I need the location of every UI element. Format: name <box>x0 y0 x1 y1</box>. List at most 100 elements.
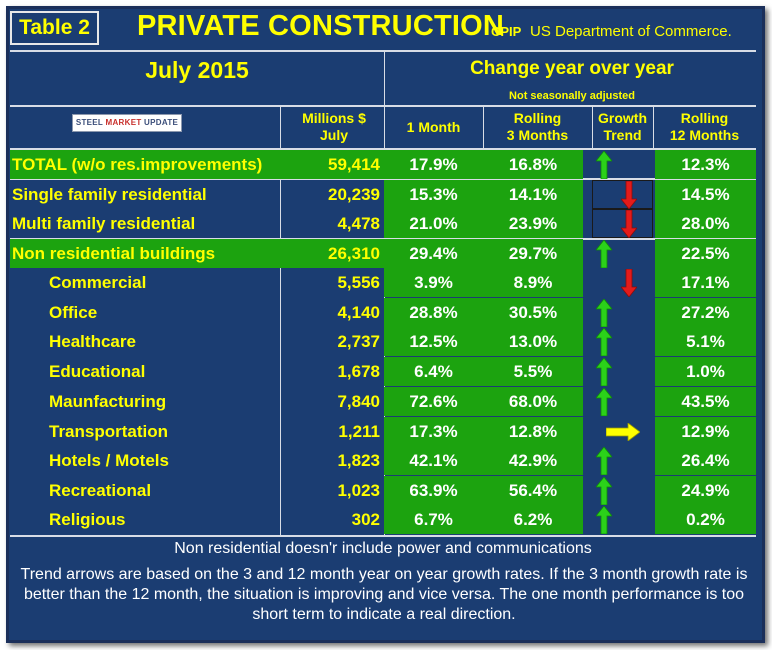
row-change-1-month: 42.1% <box>384 446 483 475</box>
divider <box>10 105 756 107</box>
row-value-millions: 59,414 <box>328 155 380 174</box>
title-abbreviation: CPIP <box>491 24 522 39</box>
divider <box>10 50 756 52</box>
column-divider <box>653 106 654 148</box>
col-header-text: Rolling <box>680 110 729 126</box>
row-change-rolling-12: 24.9% <box>655 476 756 505</box>
row-change-rolling-3: 56.4% <box>483 476 583 505</box>
table-row: TOTAL (w/o res.improvements) 59,414 17.9% 1… <box>10 150 756 179</box>
col-header-text: Millions $ <box>302 110 366 126</box>
row-label: Religious <box>49 510 126 529</box>
table-row: Recreational 1,023 63.9% 56.4% 24.9% <box>10 476 756 505</box>
data-source: US Department of Commerce. <box>530 23 732 40</box>
row-change-rolling-3: 13.0% <box>483 327 583 356</box>
table-row: Multi family residential 4,478 21.0% 23.9% 2… <box>10 209 756 238</box>
col-header-millions: Millions $ July <box>284 110 384 144</box>
col-header-subtext: Trend <box>603 127 642 143</box>
row-change-rolling-12: 12.9% <box>655 417 756 446</box>
row-change-rolling-3: 42.9% <box>483 446 583 475</box>
table-row: Single family residential 20,239 15.3% 14.1… <box>10 180 756 209</box>
col-header-subtext: 12 Months <box>669 127 740 143</box>
row-change-rolling-12: 0.2% <box>655 505 756 534</box>
logo-text: STEEL <box>75 118 106 127</box>
table-row: Office 4,140 28.8% 30.5% 27.2% <box>10 298 756 327</box>
row-change-rolling-3: 30.5% <box>483 298 583 327</box>
col-header-rolling-12: Rolling 12 Months <box>653 110 756 144</box>
row-change-rolling-3: 16.8% <box>483 150 583 179</box>
table-row: Healthcare 2,737 12.5% 13.0% 5.1% <box>10 327 756 356</box>
period-label: July 2015 <box>145 57 249 83</box>
trend-down-arrow-icon <box>621 269 637 297</box>
divider <box>10 148 756 150</box>
row-value-millions: 2,737 <box>337 332 380 351</box>
trend-explanation: Trend arrows are based on the 3 and 12 m… <box>20 566 748 623</box>
trend-up-arrow-icon <box>596 358 612 386</box>
row-label: Multi family residential <box>12 214 196 233</box>
row-label: Transportation <box>49 422 169 441</box>
row-label: Maunfacturing <box>49 392 167 411</box>
col-header-rolling-3: Rolling 3 Months <box>483 110 592 144</box>
row-change-1-month: 15.3% <box>384 180 483 209</box>
row-change-1-month: 21.0% <box>384 209 483 238</box>
row-label: Healthcare <box>49 332 136 351</box>
row-label: Commercial <box>49 273 147 292</box>
row-change-1-month: 17.9% <box>384 150 483 179</box>
row-value-millions: 26,310 <box>328 244 380 263</box>
col-header-subtext: 3 Months <box>506 127 569 143</box>
row-value-millions: 302 <box>351 510 380 529</box>
trend-up-arrow-icon <box>596 388 612 416</box>
row-value-millions: 1,023 <box>337 481 380 500</box>
row-value-millions: 20,239 <box>328 185 380 204</box>
row-value-millions: 1,678 <box>337 362 380 381</box>
row-value-millions: 4,140 <box>337 303 380 322</box>
row-change-rolling-3: 5.5% <box>483 357 583 386</box>
column-divider <box>280 106 281 535</box>
trend-up-arrow-icon <box>596 477 612 505</box>
row-change-1-month: 12.5% <box>384 327 483 356</box>
col-header-subtext: July <box>319 127 348 143</box>
row-change-1-month: 29.4% <box>384 239 483 268</box>
row-change-rolling-3: 14.1% <box>483 180 583 209</box>
table-row: Commercial 5,556 3.9% 8.9% 17.1% <box>10 268 756 297</box>
row-change-rolling-12: 5.1% <box>655 327 756 356</box>
col-header-growth-trend: Growth Trend <box>592 110 653 144</box>
col-header-1-month: 1 Month <box>384 119 483 136</box>
row-change-rolling-3: 6.2% <box>483 505 583 534</box>
column-divider <box>483 106 484 148</box>
col-header-text: Growth <box>598 110 647 126</box>
footnote: Non residential doesn'r include power an… <box>174 540 592 557</box>
row-label: TOTAL (w/o res.improvements) <box>10 150 384 179</box>
row-value-millions: 7,840 <box>337 392 380 411</box>
divider <box>10 178 756 180</box>
col-header-text: 1 Month <box>406 119 461 135</box>
row-change-rolling-12: 22.5% <box>655 239 756 268</box>
trend-down-arrow-icon <box>621 210 637 238</box>
trend-up-arrow-icon <box>596 447 612 475</box>
row-change-rolling-12: 28.0% <box>655 209 756 238</box>
row-label: Office <box>49 303 98 322</box>
row-change-rolling-12: 12.3% <box>655 150 756 179</box>
logo-text: MARKET <box>105 118 142 127</box>
row-change-1-month: 17.3% <box>384 417 483 446</box>
row-label: Single family residential <box>12 185 207 204</box>
row-change-rolling-3: 12.8% <box>483 417 583 446</box>
table-title: PRIVATE CONSTRUCTION <box>137 10 505 42</box>
adjustment-note: Not seasonally adjusted <box>509 90 635 102</box>
row-label: Educational <box>49 362 146 381</box>
row-change-1-month: 72.6% <box>384 387 483 416</box>
table-row: Non residential buildings 26,310 29.4% 29.7… <box>10 239 756 268</box>
row-change-rolling-3: 68.0% <box>483 387 583 416</box>
table-row: Educational 1,678 6.4% 5.5% 1.0% <box>10 357 756 386</box>
table-row: Hotels / Motels 1,823 42.1% 42.9% 26.4% <box>10 446 756 475</box>
trend-right-arrow-icon <box>606 423 640 441</box>
row-label: Recreational <box>49 481 152 500</box>
trend-up-arrow-icon <box>596 299 612 327</box>
row-value-millions: 1,211 <box>338 422 380 441</box>
trend-cell <box>592 209 653 238</box>
table-row: Transportation 1,211 17.3% 12.8% 12.9% <box>10 417 756 446</box>
row-change-rolling-3: 8.9% <box>483 268 583 297</box>
row-change-rolling-12: 26.4% <box>655 446 756 475</box>
change-header: Change year over year <box>470 58 674 79</box>
steel-market-update-logo: STEEL MARKET UPDATE <box>72 114 182 132</box>
